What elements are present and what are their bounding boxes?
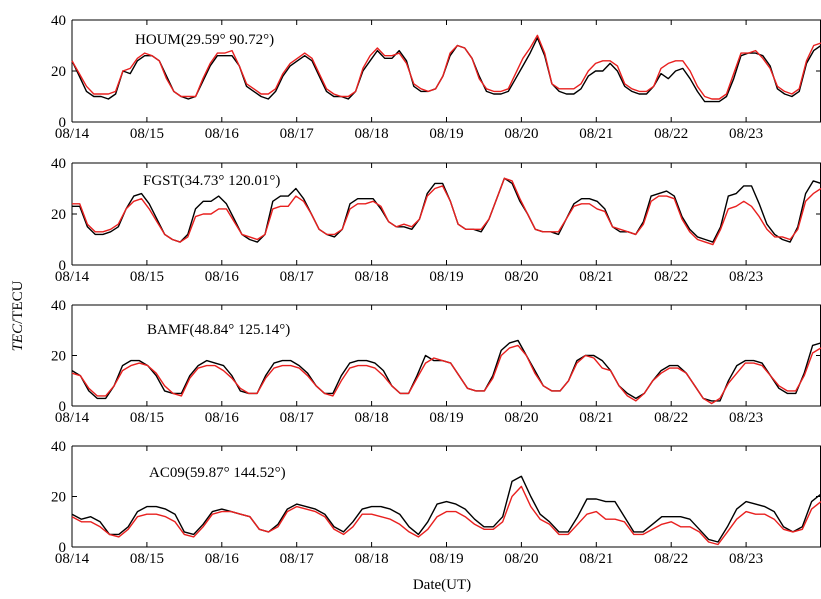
x-tick-label: 08/15 xyxy=(130,126,164,142)
x-tick-label: 08/17 xyxy=(280,551,315,567)
x-tick-label: 08/23 xyxy=(729,410,763,426)
y-axis-label-unit: /TECU xyxy=(10,280,26,323)
y-tick-label: 40 xyxy=(51,156,66,172)
x-tick-label: 08/16 xyxy=(205,269,240,285)
series-line-red xyxy=(71,344,821,405)
panel-2: 0 20 40 08/14 08/15 08/16 08/17 08/18 08/19 08/20… xyxy=(51,156,821,285)
y-tick-label: 0 xyxy=(59,115,67,131)
x-tick-label: 08/17 xyxy=(280,410,315,426)
y-tick-label: 0 xyxy=(59,540,67,556)
station-label: HOUM(29.59° 90.72°) xyxy=(135,32,274,48)
y-tick-label: 0 xyxy=(59,258,67,274)
series-line-black xyxy=(71,339,821,402)
x-tick-label: 08/22 xyxy=(654,551,688,567)
x-tick-label: 08/16 xyxy=(205,551,240,567)
x-tick-label: 08/22 xyxy=(654,269,688,285)
x-tick-label: 08/20 xyxy=(504,126,538,142)
x-tick-label: 08/14 xyxy=(55,551,90,567)
x-tick-label: 08/19 xyxy=(429,410,463,426)
station-label: AC09(59.87° 144.52°) xyxy=(149,465,286,481)
x-tick-label: 08/17 xyxy=(280,269,315,285)
y-tick-label: 0 xyxy=(59,399,67,415)
y-axis-label-italic: TEC xyxy=(10,323,26,352)
series-line-red xyxy=(71,34,821,100)
x-tick-label: 08/15 xyxy=(130,410,164,426)
panel-3: 0 20 40 08/14 08/15 08/16 08/17 08/18 08/19 08/20… xyxy=(51,298,821,426)
x-tick-label: 08/14 xyxy=(55,269,90,285)
panel-1: 0 20 40 08/14 08/15 08/16 08/17 08/18 08/19 08/20… xyxy=(51,13,821,142)
x-tick-label: 08/19 xyxy=(429,551,463,567)
y-tick-label: 20 xyxy=(51,349,66,365)
x-axis-label: Date(UT) xyxy=(413,577,471,593)
x-tick-label: 08/18 xyxy=(355,269,389,285)
x-tick-label: 08/19 xyxy=(429,126,463,142)
x-tick-label: 08/18 xyxy=(355,551,389,567)
x-tick-label: 08/21 xyxy=(579,410,613,426)
series-line-red xyxy=(71,485,821,546)
y-tick-label: 20 xyxy=(51,490,66,506)
station-label: BAMF(48.84° 125.14°) xyxy=(147,322,290,338)
panel-4: 0 20 40 08/14 08/15 08/16 08/17 08/18 08/19 08/20… xyxy=(51,439,821,567)
x-tick-label: 08/22 xyxy=(654,410,688,426)
x-tick-label: 08/21 xyxy=(579,551,613,567)
series-line-red xyxy=(72,177,821,246)
x-tick-label: 08/18 xyxy=(355,126,389,142)
x-tick-label: 08/20 xyxy=(504,269,538,285)
x-tick-label: 08/15 xyxy=(130,269,164,285)
y-tick-label: 20 xyxy=(51,207,66,223)
x-tick-label: 08/15 xyxy=(130,551,164,567)
x-tick-label: 08/19 xyxy=(429,269,463,285)
x-tick-label: 08/16 xyxy=(205,410,240,426)
x-tick-label: 08/22 xyxy=(654,126,688,142)
y-tick-label: 20 xyxy=(51,64,66,80)
x-tick-label: 08/14 xyxy=(55,126,90,142)
x-tick-label: 08/23 xyxy=(729,551,763,567)
x-tick-label: 08/16 xyxy=(205,126,240,142)
y-tick-label: 40 xyxy=(51,298,66,314)
x-tick-label: 08/21 xyxy=(579,126,613,142)
x-tick-label: 08/21 xyxy=(579,269,613,285)
x-tick-label: 08/20 xyxy=(504,551,538,567)
y-tick-label: 40 xyxy=(51,13,66,29)
station-label: FGST(34.73° 120.01°) xyxy=(143,173,280,189)
x-tick-label: 08/23 xyxy=(729,126,763,142)
y-axis-label: TEC/TECU xyxy=(10,280,26,351)
x-tick-label: 08/18 xyxy=(355,410,389,426)
y-tick-label: 40 xyxy=(51,439,66,455)
series-line-black xyxy=(71,475,821,543)
x-tick-label: 08/20 xyxy=(504,410,538,426)
x-tick-label: 08/14 xyxy=(55,410,90,426)
x-tick-label: 08/23 xyxy=(729,269,763,285)
x-tick-label: 08/17 xyxy=(280,126,315,142)
